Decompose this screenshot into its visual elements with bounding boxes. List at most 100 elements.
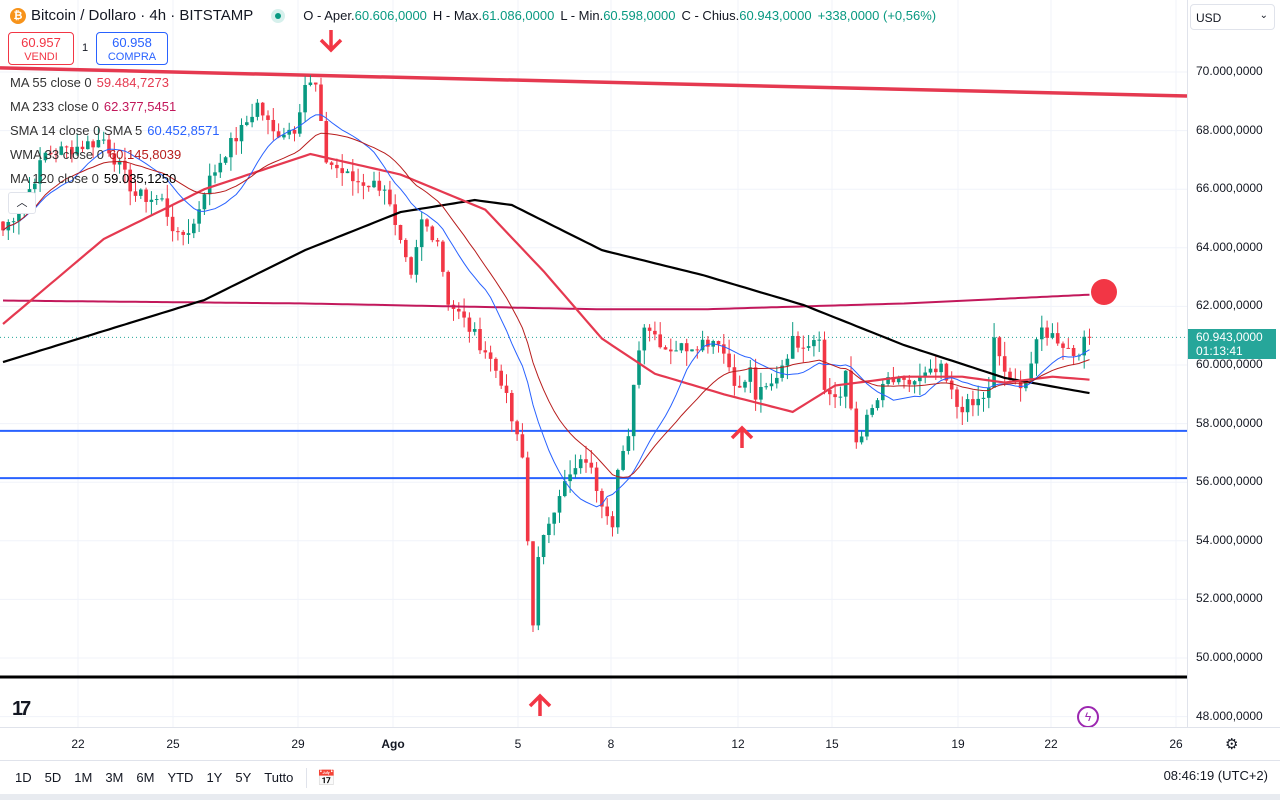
x-tick-label: 26 [1169, 737, 1183, 751]
ohlc-open: O - Aper.60.606,0000 [303, 8, 427, 23]
candle-body [886, 377, 890, 384]
candle-body [621, 450, 625, 470]
x-tick-label: 22 [1044, 737, 1058, 751]
range-3m[interactable]: 3M [105, 770, 124, 785]
legend-wma33[interactable]: WMA 33 close 0 60.145,8039 [10, 147, 182, 162]
candle-body [674, 350, 678, 352]
x-tick-label: 5 [514, 737, 522, 751]
candle-body [298, 112, 302, 134]
candle-body [828, 389, 832, 395]
candle-body [510, 392, 514, 422]
settings-gear-icon[interactable]: ⚙ [1225, 736, 1239, 753]
buy-button[interactable]: 60.958 COMPRA [96, 32, 168, 65]
range-5d[interactable]: 5D [44, 770, 62, 785]
candle-body [557, 496, 562, 513]
currency-select[interactable]: USD ⌄ [1190, 4, 1275, 30]
candle-body [419, 219, 424, 248]
range-1d[interactable]: 1D [15, 770, 32, 785]
candle-body [1071, 347, 1076, 356]
time-axis[interactable] [0, 727, 1280, 760]
candle-body [170, 216, 175, 232]
candle-body [351, 171, 355, 182]
range-1y[interactable]: 1Y [206, 770, 223, 785]
range-1m[interactable]: 1M [74, 770, 93, 785]
candle-body [525, 457, 530, 542]
candle-body [441, 241, 445, 272]
collapse-legend-button[interactable]: ︿ [8, 192, 36, 214]
price-axis[interactable] [1187, 0, 1280, 727]
range-6m[interactable]: 6M [136, 770, 155, 785]
x-tick-label: 15 [825, 737, 839, 751]
lightning-icon[interactable]: ϟ [1077, 706, 1099, 728]
candle-body [472, 329, 477, 332]
candle-body [865, 414, 869, 437]
candle-body [987, 387, 991, 398]
ma120-line [2, 198, 1090, 395]
calendar-goto-icon[interactable]: 📅 [317, 769, 337, 787]
candle-body [918, 375, 922, 382]
candle-body [753, 367, 758, 400]
candle-body [949, 380, 954, 390]
candle-body [631, 384, 636, 437]
candle-body [414, 247, 419, 275]
sell-button[interactable]: 60.957 VENDI [8, 32, 74, 65]
candle-body [43, 152, 48, 161]
candle-body [722, 344, 726, 354]
y-tick-label: 58.000,0000 [1196, 415, 1263, 430]
candle-body [939, 363, 943, 373]
candle-body [547, 523, 551, 535]
legend-sma14[interactable]: SMA 14 close 0 SMA 5 60.452,8571 [10, 123, 220, 138]
quantity: 1 [82, 42, 89, 54]
y-tick-label: 70.000,0000 [1196, 64, 1263, 78]
x-tick-label: 12 [731, 737, 745, 751]
candle-body [679, 343, 684, 351]
range-ytd[interactable]: YTD [167, 770, 194, 785]
candle-body [1, 221, 5, 231]
y-tick-label: 50.000,0000 [1196, 650, 1263, 664]
candle-body [382, 189, 387, 191]
candle-body [324, 121, 329, 163]
bottom-strip [0, 794, 1280, 800]
candle-body [48, 152, 53, 155]
symbol-title[interactable]: Bitcoin / Dollaro · 4h · BITSTAMP [31, 7, 254, 24]
legend-ma233[interactable]: MA 233 close 0 62.377,5451 [10, 99, 177, 114]
candle-body [981, 397, 986, 399]
candle-body [64, 146, 69, 148]
ohlc-change: +338,0000 (+0,56%) [817, 8, 937, 23]
candle-body [446, 271, 450, 305]
candle-body [870, 408, 874, 415]
tradingview-logo[interactable]: 17 [12, 698, 31, 720]
candle-body [504, 385, 509, 393]
ohlc-low: L - Min.60.598,0000 [560, 8, 676, 23]
price-chart[interactable] [0, 0, 1187, 727]
candle-body [838, 396, 843, 398]
candle-body [303, 85, 307, 113]
candle-body [902, 376, 906, 380]
legend-ma55[interactable]: MA 55 close 0 59.484,7273 [10, 75, 169, 90]
candle-body [255, 102, 260, 117]
candle-body [260, 102, 265, 116]
candle-body [965, 399, 970, 413]
candle-body [366, 185, 371, 188]
candle-body [859, 436, 864, 443]
candle-body [934, 368, 938, 373]
candle-body [743, 381, 747, 388]
y-tick-label: 56.000,0000 [1196, 474, 1263, 489]
candle-body [600, 490, 604, 507]
legend-ma120[interactable]: MA 120 close 0 59.035,1250 [10, 171, 177, 186]
candle-body [181, 231, 185, 235]
candle-body [430, 226, 435, 241]
x-tick-label: 8 [607, 737, 615, 751]
range-5y[interactable]: 5Y [235, 770, 252, 785]
candle-body [144, 189, 148, 202]
candle-body [578, 459, 583, 469]
candle-body [748, 367, 753, 382]
candle-body [292, 129, 297, 134]
range-all[interactable]: Tutto [264, 770, 294, 785]
candle-body [154, 199, 159, 201]
candle-body [594, 467, 599, 491]
y-tick-label: 60.000,0000 [1196, 357, 1263, 371]
clock[interactable]: 08:46:19 (UTC+2) [1163, 768, 1268, 783]
candle-body [207, 175, 212, 195]
candle-body [690, 349, 694, 352]
